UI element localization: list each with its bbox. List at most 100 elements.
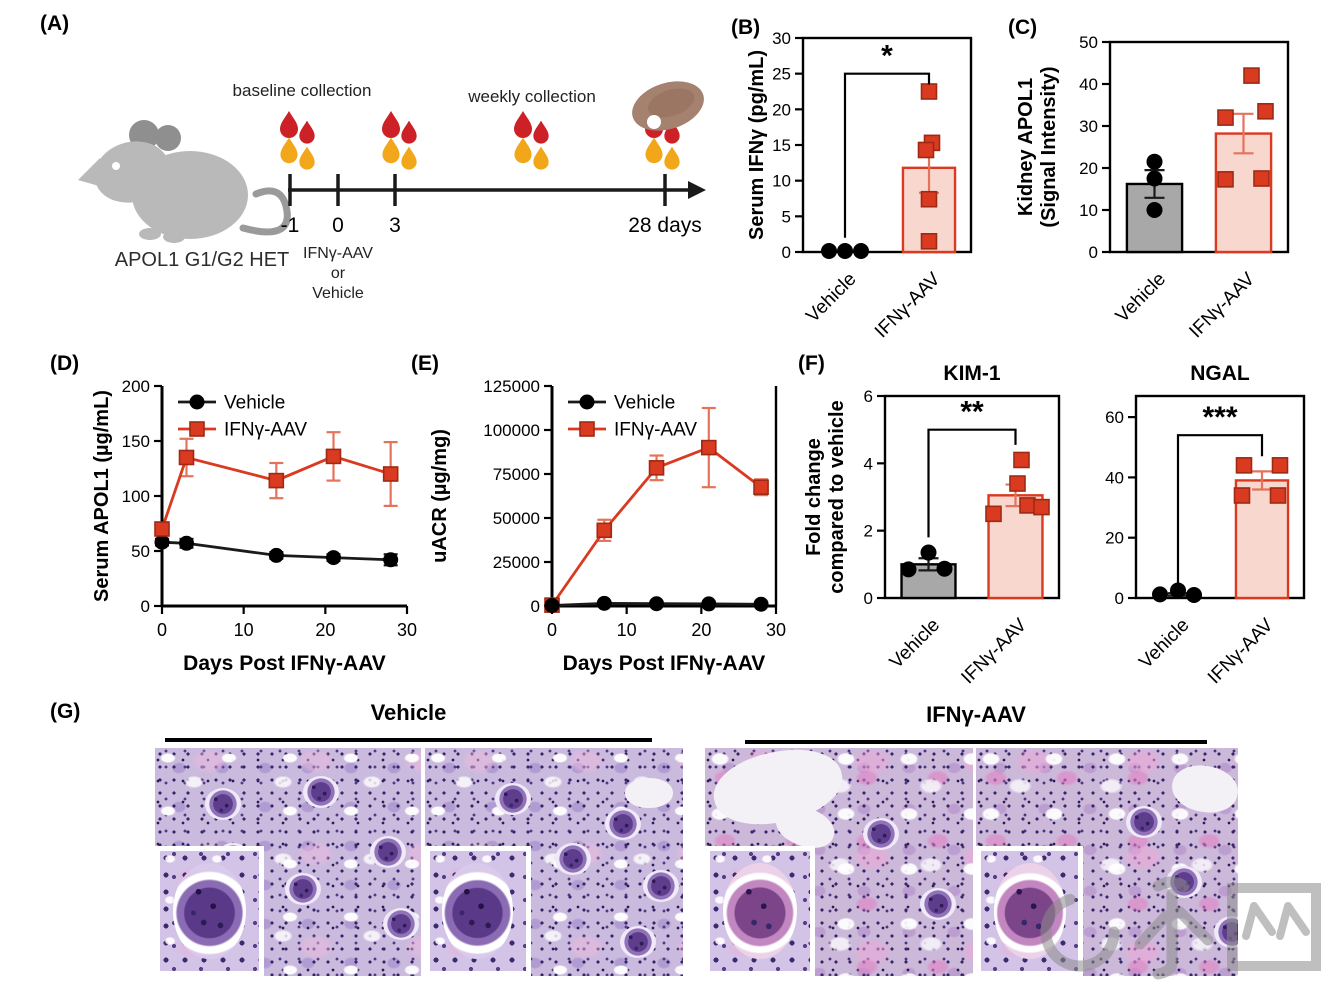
svg-text:Days Post IFNγ-AAV: Days Post IFNγ-AAV [183,652,386,675]
panel-label-d: (D) [50,352,80,375]
weekly-collection-label: weekly collection [467,87,596,106]
mouse-caption: APOL1 G1/G2 HET [115,249,290,271]
histology-group-title-ifn: IFNγ-AAV [926,702,1026,727]
tick-minus1: -1 [281,214,300,237]
svg-text:NGAL: NGAL [1190,362,1250,385]
chart-b: 0 5 10 15 20 25 30 Serum IFNγ (pg/mL) Vehicle IFN… [745,12,995,349]
svg-text:IFNγ-AAV: IFNγ-AAV [1204,614,1278,686]
histology-group-title-vehicle: Vehicle [370,700,447,725]
panel-f-ylabel-line2: compared to vehicle [826,400,848,594]
svg-text:200: 200 [122,377,150,396]
histology-image-ifn-1 [705,748,973,976]
svg-text:Vehicle: Vehicle [1135,615,1193,673]
panel-label-b: (B) [731,16,761,39]
svg-text:25000: 25000 [493,553,540,572]
chart-k: 0 2 4 6 KIM-1 Vehicle IFNγ-AAV ** [843,348,1071,691]
svg-text:20: 20 [1079,159,1098,178]
svg-text:20: 20 [315,620,335,640]
svg-text:uACR (µg/mg): uACR (µg/mg) [429,429,451,563]
svg-text:0: 0 [531,597,540,616]
svg-text:0: 0 [157,620,167,640]
svg-text:0: 0 [547,620,557,640]
panel-f-ylabel: Fold change compared to vehicle [803,362,849,632]
tick-28days: 28 days [628,214,702,237]
droplet-group [280,111,680,170]
panel-label-g: (G) [50,700,81,723]
collection-drops-icon [280,111,315,170]
svg-text:Vehicle: Vehicle [802,269,860,327]
svg-text:5: 5 [782,207,791,226]
histology-image-vehicle-1 [155,748,421,976]
svg-text:Serum APOL1 (µg/mL): Serum APOL1 (µg/mL) [91,390,113,602]
svg-text:0: 0 [141,597,150,616]
svg-text:20: 20 [1105,529,1124,548]
collection-drops-icon [382,111,417,170]
panel-label-f: (F) [798,352,825,375]
svg-text:0: 0 [782,243,791,262]
svg-text:Vehicle: Vehicle [614,393,675,414]
svg-text:IFNγ-AAV: IFNγ-AAV [614,420,697,441]
svg-text:150: 150 [122,432,150,451]
baseline-collection-label: baseline collection [233,81,372,100]
histology-image-ifn-2 [976,748,1238,976]
collection-drops-icon [514,111,549,170]
svg-text:15: 15 [772,136,791,155]
chart-n: 0 20 40 60 NGAL Vehicle IFNγ-AAV *** [1078,348,1332,691]
panel-a-schematic: APOL1 G1/G2 HET baseline collection week… [78,81,706,302]
svg-text:20: 20 [691,620,711,640]
svg-text:40: 40 [1105,468,1124,487]
injection-line-3: Vehicle [312,285,364,302]
histology-underline-ifn [745,740,1207,744]
svg-text:0: 0 [1115,589,1124,608]
histology-image-vehicle-2 [425,748,683,976]
histology-inset-glomerulus [155,846,265,976]
arrowhead-icon [688,181,706,199]
panel-label-e: (E) [411,352,439,375]
histology-inset-glomerulus [425,846,531,976]
svg-text:10: 10 [1079,201,1098,220]
svg-text:40: 40 [1079,75,1098,94]
kidney-icon [632,81,704,131]
histology-inset-glomerulus [705,846,815,976]
svg-text:25: 25 [772,65,791,84]
svg-text:30: 30 [1079,117,1098,136]
svg-text:***: *** [1202,401,1237,434]
svg-text:0: 0 [864,589,873,608]
svg-text:60: 60 [1105,408,1124,427]
svg-text:Serum IFNγ (pg/mL): Serum IFNγ (pg/mL) [746,50,768,240]
svg-text:6: 6 [864,387,873,406]
svg-text:30: 30 [772,29,791,48]
svg-text:IFNγ-AAV: IFNγ-AAV [871,268,945,342]
panel-f-ylabel-line1: Fold change [803,438,825,556]
panel-label-c: (C) [1008,16,1038,39]
injection-line-1: IFNγ-AAV [303,245,373,262]
svg-text:20: 20 [772,100,791,119]
timeline-arrow [288,174,690,206]
histology-underline-vehicle [165,738,652,742]
chart-e: 0 25000 50000 75000 100000 125000 0 10 20 30 uACR … [424,348,796,691]
svg-text:0: 0 [1089,243,1098,262]
svg-text:IFNγ-AAV: IFNγ-AAV [224,420,307,441]
svg-text:50000: 50000 [493,509,540,528]
injection-line-2: or [331,265,346,282]
svg-text:**: ** [960,396,984,429]
histology-inset-glomerulus [976,846,1084,976]
svg-text:Vehicle: Vehicle [1112,269,1170,327]
svg-text:75000: 75000 [493,465,540,484]
svg-text:10: 10 [617,620,637,640]
svg-text:125000: 125000 [483,377,540,396]
svg-text:10: 10 [772,172,791,191]
svg-text:30: 30 [766,620,786,640]
svg-text:IFNγ-AAV: IFNγ-AAV [957,614,1031,686]
svg-text:100: 100 [122,487,150,506]
chart-c: 0 10 20 30 40 50 Kidney APOL1 (Signal Intensity… [1012,12,1330,349]
svg-text:100000: 100000 [483,421,540,440]
svg-text:Kidney APOL1: Kidney APOL1 [1015,78,1037,216]
svg-text:4: 4 [864,454,873,473]
svg-text:2: 2 [864,522,873,541]
mouse-icon [78,120,291,243]
svg-text:50: 50 [1079,33,1098,52]
tick-3: 3 [389,214,401,237]
watermark-glyphs [1134,876,1321,980]
